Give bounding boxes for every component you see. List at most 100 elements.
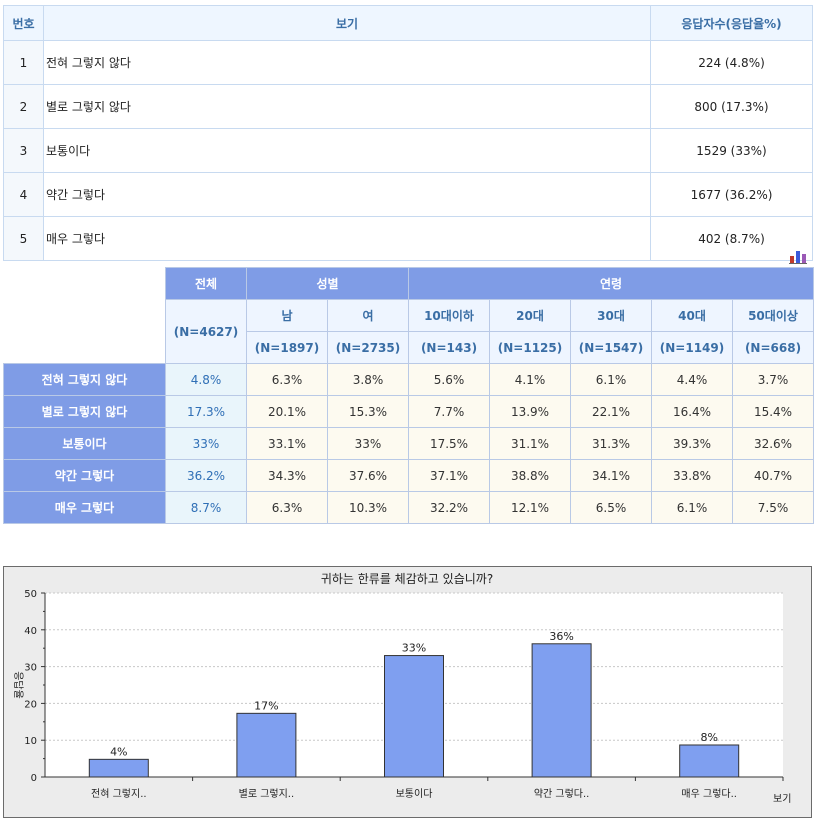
crosstab-col-label: 40대 bbox=[651, 299, 733, 332]
crosstab-value: 16.4% bbox=[651, 395, 733, 428]
crosstab-col-label: 30대 bbox=[570, 299, 652, 332]
x-axis-label: 보기 bbox=[773, 793, 791, 805]
bar-data-label: 8% bbox=[700, 731, 717, 744]
crosstab-value: 15.4% bbox=[732, 395, 814, 428]
crosstab-value: 4.1% bbox=[489, 363, 571, 396]
crosstab-value: 3.8% bbox=[327, 363, 409, 396]
crosstab-age-header: 연령 bbox=[408, 267, 814, 300]
crosstab-total-value: 17.3% bbox=[165, 395, 247, 428]
crosstab-value: 10.3% bbox=[327, 491, 409, 524]
bar-chart: 귀하는 한류를 체감하고 있습니까? 0 10 20 30 40 50 응답율 4% 전혀 그렇지… bbox=[12, 572, 791, 805]
x-tick-label: 보통이다 bbox=[396, 788, 433, 800]
crosstab-gender-header: 성별 bbox=[246, 267, 409, 300]
crosstab-col-label: 여 bbox=[327, 299, 409, 332]
crosstab-header-row-2: (N=4627) 남 여 10대이하 20대 30대 40대 50대이상 bbox=[4, 299, 814, 364]
option-cell: 매우 그렇다 bbox=[43, 216, 651, 261]
crosstab-col-label: 남 bbox=[246, 299, 328, 332]
header-count: 응답자수(응답율%) bbox=[650, 5, 813, 41]
x-tick-label: 전혀 그렇지.. bbox=[91, 787, 147, 800]
crosstab-value: 15.3% bbox=[327, 395, 409, 428]
crosstab-value: 6.3% bbox=[246, 363, 328, 396]
number-cell: 3 bbox=[3, 128, 44, 173]
crosstab-total-header: 전체 bbox=[165, 267, 247, 300]
option-cell: 보통이다 bbox=[43, 128, 651, 173]
y-tick-label: 50 bbox=[24, 589, 37, 600]
y-axis-label: 응답율 bbox=[12, 671, 24, 699]
crosstab-row-label: 매우 그렇다 bbox=[3, 491, 166, 524]
crosstab-value: 22.1% bbox=[570, 395, 652, 428]
crosstab-value: 38.8% bbox=[489, 459, 571, 492]
count-cell: 402 (8.7%) bbox=[650, 216, 813, 261]
crosstab-table: 전체 성별 연령 (N=4627) 남 여 10대이하 20대 30대 40대 50대이상 … bbox=[3, 267, 814, 524]
crosstab-row-label: 별로 그렇지 않다 bbox=[3, 395, 166, 428]
count-cell: 800 (17.3%) bbox=[650, 84, 813, 129]
crosstab-value: 32.2% bbox=[408, 491, 490, 524]
option-cell: 약간 그렇다 bbox=[43, 172, 651, 217]
crosstab-col-label: 10대이하 bbox=[408, 299, 490, 332]
count-cell: 1529 (33%) bbox=[650, 128, 813, 173]
crosstab-col-n: (N=1897) bbox=[246, 331, 328, 364]
crosstab-value: 20.1% bbox=[246, 395, 328, 428]
number-cell: 2 bbox=[3, 84, 44, 129]
crosstab-value: 33% bbox=[327, 427, 409, 460]
crosstab-value: 34.1% bbox=[570, 459, 652, 492]
crosstab-row: 매우 그렇다 8.7% 6.3% 10.3% 32.2% 12.1% 6.5% 6.1% 7.5… bbox=[3, 491, 814, 524]
response-summary-header-row: 번호 보기 응답자수(응답율%) bbox=[3, 5, 813, 41]
crosstab-row: 별로 그렇지 않다 17.3% 20.1% 15.3% 7.7% 13.9% 22.1% 16… bbox=[3, 395, 814, 428]
crosstab-value: 6.5% bbox=[570, 491, 652, 524]
y-tick-label: 0 bbox=[31, 773, 37, 784]
bar-chart-icon[interactable] bbox=[789, 248, 807, 264]
crosstab-col-n: (N=668) bbox=[732, 331, 814, 364]
crosstab-value: 33.1% bbox=[246, 427, 328, 460]
crosstab-value: 39.3% bbox=[651, 427, 733, 460]
crosstab-value: 12.1% bbox=[489, 491, 571, 524]
bar-data-label: 4% bbox=[110, 745, 127, 758]
header-option: 보기 bbox=[43, 5, 651, 41]
crosstab-col-n: (N=1149) bbox=[651, 331, 733, 364]
crosstab-value: 5.6% bbox=[408, 363, 490, 396]
table-row: 4 약간 그렇다 1677 (36.2%) bbox=[3, 172, 813, 217]
count-cell: 1677 (36.2%) bbox=[650, 172, 813, 217]
crosstab-value: 33.8% bbox=[651, 459, 733, 492]
bar bbox=[88, 758, 149, 778]
y-tick-label: 20 bbox=[24, 699, 37, 710]
header-number: 번호 bbox=[3, 5, 44, 41]
crosstab-header-row-1: 전체 성별 연령 bbox=[3, 267, 814, 364]
crosstab-value: 31.3% bbox=[570, 427, 652, 460]
crosstab-total-n: (N=4627) bbox=[165, 299, 247, 364]
crosstab-col-n: (N=2735) bbox=[327, 331, 409, 364]
crosstab-row: 보통이다 33% 33.1% 33% 17.5% 31.1% 31.3% 39.3% 32.6% bbox=[3, 427, 814, 460]
bar bbox=[679, 744, 740, 778]
crosstab-header-row-3: (N=1897) (N=2735) (N=143) (N=1125) (N=1547)(… bbox=[4, 331, 814, 364]
crosstab-value: 17.5% bbox=[408, 427, 490, 460]
crosstab-row-label: 전혀 그렇지 않다 bbox=[3, 363, 166, 396]
chart-title: 귀하는 한류를 체감하고 있습니까? bbox=[321, 572, 493, 586]
crosstab-row-label: 보통이다 bbox=[3, 427, 166, 460]
crosstab-total-value: 36.2% bbox=[165, 459, 247, 492]
x-tick-label: 매우 그렇다.. bbox=[681, 787, 737, 800]
crosstab-value: 4.4% bbox=[651, 363, 733, 396]
crosstab-value: 37.1% bbox=[408, 459, 490, 492]
y-tick-label: 40 bbox=[24, 626, 37, 637]
y-tick-label: 30 bbox=[24, 663, 37, 674]
bar-data-label: 36% bbox=[549, 630, 573, 643]
crosstab-row: 전혀 그렇지 않다 4.8% 6.3% 3.8% 5.6% 4.1% 6.1% 4.4% 3.7… bbox=[3, 363, 814, 396]
crosstab-value: 34.3% bbox=[246, 459, 328, 492]
option-cell: 별로 그렇지 않다 bbox=[43, 84, 651, 129]
crosstab-corner bbox=[3, 267, 166, 364]
x-tick-label: 약간 그렇다.. bbox=[534, 787, 590, 800]
crosstab-value: 7.7% bbox=[408, 395, 490, 428]
crosstab-total-value: 33% bbox=[165, 427, 247, 460]
crosstab-col-n: (N=1547) bbox=[570, 331, 652, 364]
crosstab-col-n: (N=143) bbox=[408, 331, 490, 364]
option-cell: 전혀 그렇지 않다 bbox=[43, 40, 651, 85]
crosstab-row-label: 약간 그렇다 bbox=[3, 459, 166, 492]
crosstab-value: 6.1% bbox=[651, 491, 733, 524]
crosstab-total-value: 8.7% bbox=[165, 491, 247, 524]
bar-chart-panel: 귀하는 한류를 체감하고 있습니까? 0 10 20 30 40 50 응답율 4% 전혀 그렇지… bbox=[3, 566, 812, 818]
bar bbox=[384, 655, 444, 778]
crosstab-col-label: 50대이상 bbox=[732, 299, 814, 332]
crosstab-total-value: 4.8% bbox=[165, 363, 247, 396]
count-cell: 224 (4.8%) bbox=[650, 40, 813, 85]
crosstab-value: 37.6% bbox=[327, 459, 409, 492]
